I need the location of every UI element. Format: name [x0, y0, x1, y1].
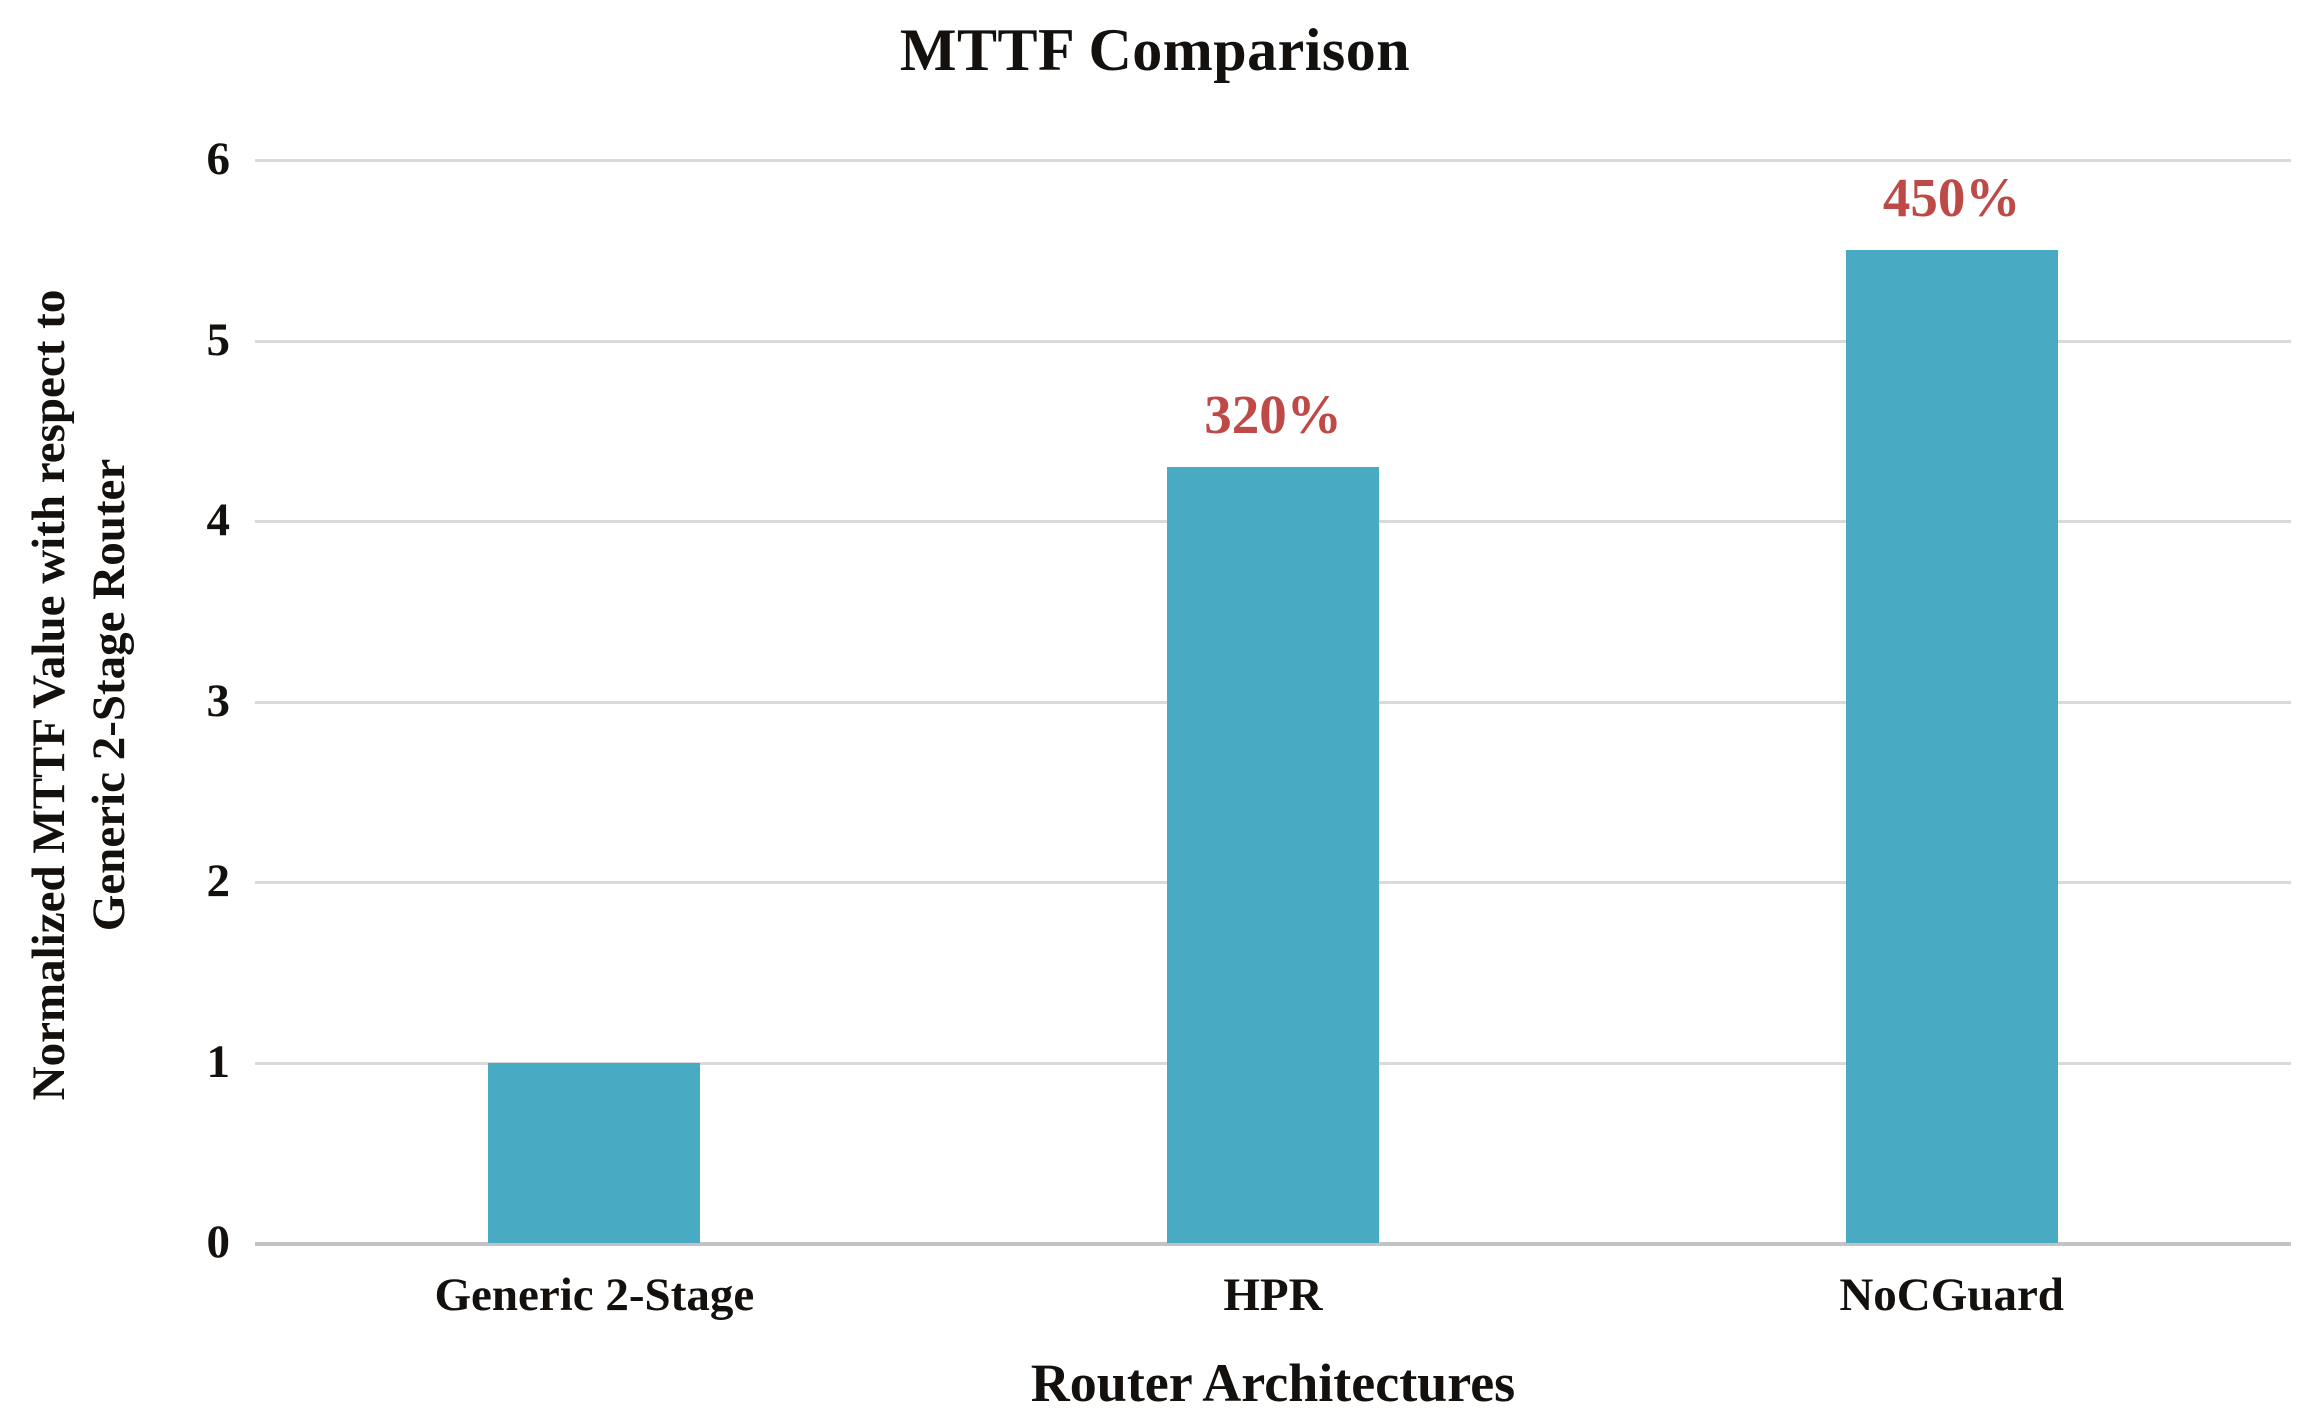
y-axis-label-line2: Generic 2-Stage Router — [83, 458, 136, 932]
bar-value-label-nocguard: 450% — [1882, 167, 2021, 229]
y-axis-label-line1: Normalized MTTF Value with respect to — [23, 289, 75, 1101]
plot-area — [255, 159, 2291, 1246]
y-tick-label-3: 3 — [206, 674, 231, 727]
bar-value-label-hpr: 320% — [1204, 383, 1342, 445]
x-axis-baseline — [255, 1242, 2291, 1246]
bar-nocguard — [1845, 250, 2058, 1243]
x-tick-label-nocguard: NoCGuard — [1839, 1269, 2064, 1321]
x-tick-label-generic-2-stage: Generic 2-Stage — [434, 1269, 755, 1321]
chart-title: MTTF Comparison — [899, 17, 1411, 83]
y-tick-label-1: 1 — [206, 1035, 231, 1088]
bar-generic-2-stage — [488, 1062, 701, 1243]
y-axis-label: Normalized MTTF Value with respect to Ge… — [19, 150, 145, 1240]
y-tick-label-5: 5 — [206, 313, 231, 366]
y-tick-label-0: 0 — [206, 1216, 231, 1268]
y-tick-label-4: 4 — [206, 494, 231, 546]
bar-hpr — [1167, 466, 1379, 1243]
x-tick-label-hpr: HPR — [1223, 1269, 1323, 1321]
y-tick-label-2: 2 — [206, 855, 231, 907]
gridline-y-5 — [255, 339, 2291, 343]
y-tick-label-6: 6 — [206, 133, 231, 185]
x-axis-label: Router Architectures — [1030, 1353, 1516, 1413]
gridline-y-6 — [255, 159, 2291, 162]
